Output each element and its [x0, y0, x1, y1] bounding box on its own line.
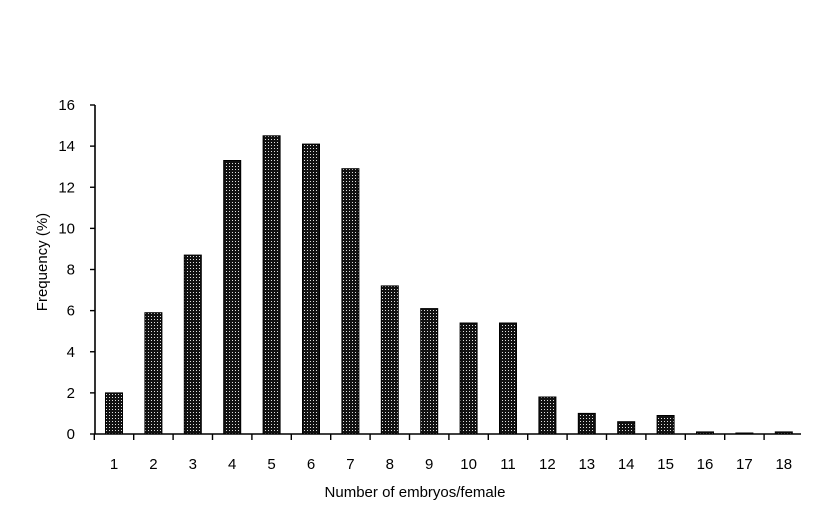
x-tick-label: 5 — [267, 456, 275, 473]
x-ticks: 1 2 3 4 5 6 7 8 9 10 11 12 13 14 15 16 17 18 — [93, 434, 792, 473]
y-tick-label: 10 — [58, 220, 75, 237]
x-tick-label: 8 — [386, 456, 394, 473]
y-tick-label: 6 — [67, 303, 75, 320]
bar-14 — [617, 421, 636, 435]
y-tick-label: 2 — [67, 385, 75, 402]
y-tick-label: 14 — [58, 138, 75, 155]
bar-4 — [223, 160, 242, 435]
bar-10 — [459, 322, 478, 435]
x-tick-label: 17 — [736, 456, 753, 473]
y-tick-label: 0 — [67, 426, 75, 443]
bar-5 — [262, 135, 281, 435]
x-tick-label: 9 — [425, 456, 433, 473]
bar-8 — [380, 285, 399, 435]
x-tick-label: 6 — [307, 456, 315, 473]
bar-3 — [183, 254, 202, 435]
bar-2 — [144, 312, 163, 435]
x-tick-label: 2 — [149, 456, 157, 473]
bar-11 — [499, 322, 517, 435]
x-tick-label: 1 — [110, 456, 118, 473]
x-tick-label: 18 — [775, 456, 792, 473]
y-ticks: 0 2 4 6 8 10 12 14 16 — [58, 97, 95, 443]
x-tick-label: 4 — [228, 456, 236, 473]
x-axis-title: Number of embryos/female — [325, 484, 506, 501]
bar-12 — [538, 396, 557, 435]
x-tick-label: 13 — [578, 456, 595, 473]
bar-9 — [420, 308, 439, 435]
bars-layer — [105, 135, 793, 435]
x-tick-label: 7 — [346, 456, 354, 473]
y-tick-label: 8 — [67, 262, 75, 279]
y-tick-label: 12 — [58, 179, 75, 196]
x-tick-label: 12 — [539, 456, 556, 473]
x-tick-label: 15 — [657, 456, 674, 473]
y-tick-label: 4 — [67, 344, 75, 361]
bar-7 — [341, 168, 360, 435]
bar-1 — [105, 392, 123, 435]
x-tick-label: 16 — [697, 456, 714, 473]
x-tick-label: 11 — [500, 456, 516, 473]
y-tick-label: 16 — [58, 97, 75, 114]
x-tick-label: 14 — [618, 456, 635, 473]
x-tick-label: 3 — [189, 456, 197, 473]
x-tick-label: 10 — [460, 456, 477, 473]
bar-13 — [577, 412, 596, 435]
y-axis-title: Frequency (%) — [34, 213, 51, 311]
bar-6 — [302, 143, 320, 435]
bar-15 — [656, 415, 675, 435]
